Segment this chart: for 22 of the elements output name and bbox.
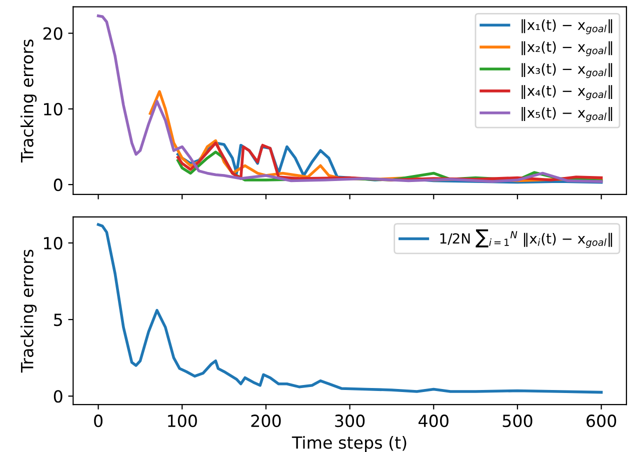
x-tick-label: 500 xyxy=(502,414,532,428)
legend-label: 1/2N ∑$_{i=1}$$^{N}$ ‖x$_{i}$(t) − x$_{goal}$‖ xyxy=(440,229,612,248)
legend-label: ‖x₅(t) − x$_{goal}$‖ xyxy=(522,107,612,122)
y-tick-label: 5 xyxy=(54,314,62,326)
y-tick-label: 0 xyxy=(54,178,62,192)
x-tick-label: 300 xyxy=(335,414,365,428)
y-tick-label: 10 xyxy=(44,102,62,116)
y-tick-label: 0 xyxy=(54,390,62,403)
legend-label: ‖x₁(t) − x$_{goal}$‖ xyxy=(522,19,612,34)
x-tick-label: 600 xyxy=(586,414,616,428)
x-axis-title: Time steps (t) xyxy=(292,436,406,452)
legend-label: ‖x₂(t) − x$_{goal}$‖ xyxy=(522,41,612,56)
x-tick-label: 100 xyxy=(168,414,197,428)
y-axis-title: Tracking errors xyxy=(20,250,37,373)
legend-label: ‖x₃(t) − x$_{goal}$‖ xyxy=(522,63,612,78)
y-axis-title: Tracking errors xyxy=(20,40,37,162)
legend-label: ‖x₄(t) − x$_{goal}$‖ xyxy=(522,85,612,100)
x-tick-label: 200 xyxy=(251,414,281,428)
y-tick-label: 20 xyxy=(43,27,62,40)
x-tick-label: 0 xyxy=(94,414,102,428)
y-tick-label: 10 xyxy=(44,236,62,250)
x-tick-label: 400 xyxy=(418,414,448,428)
